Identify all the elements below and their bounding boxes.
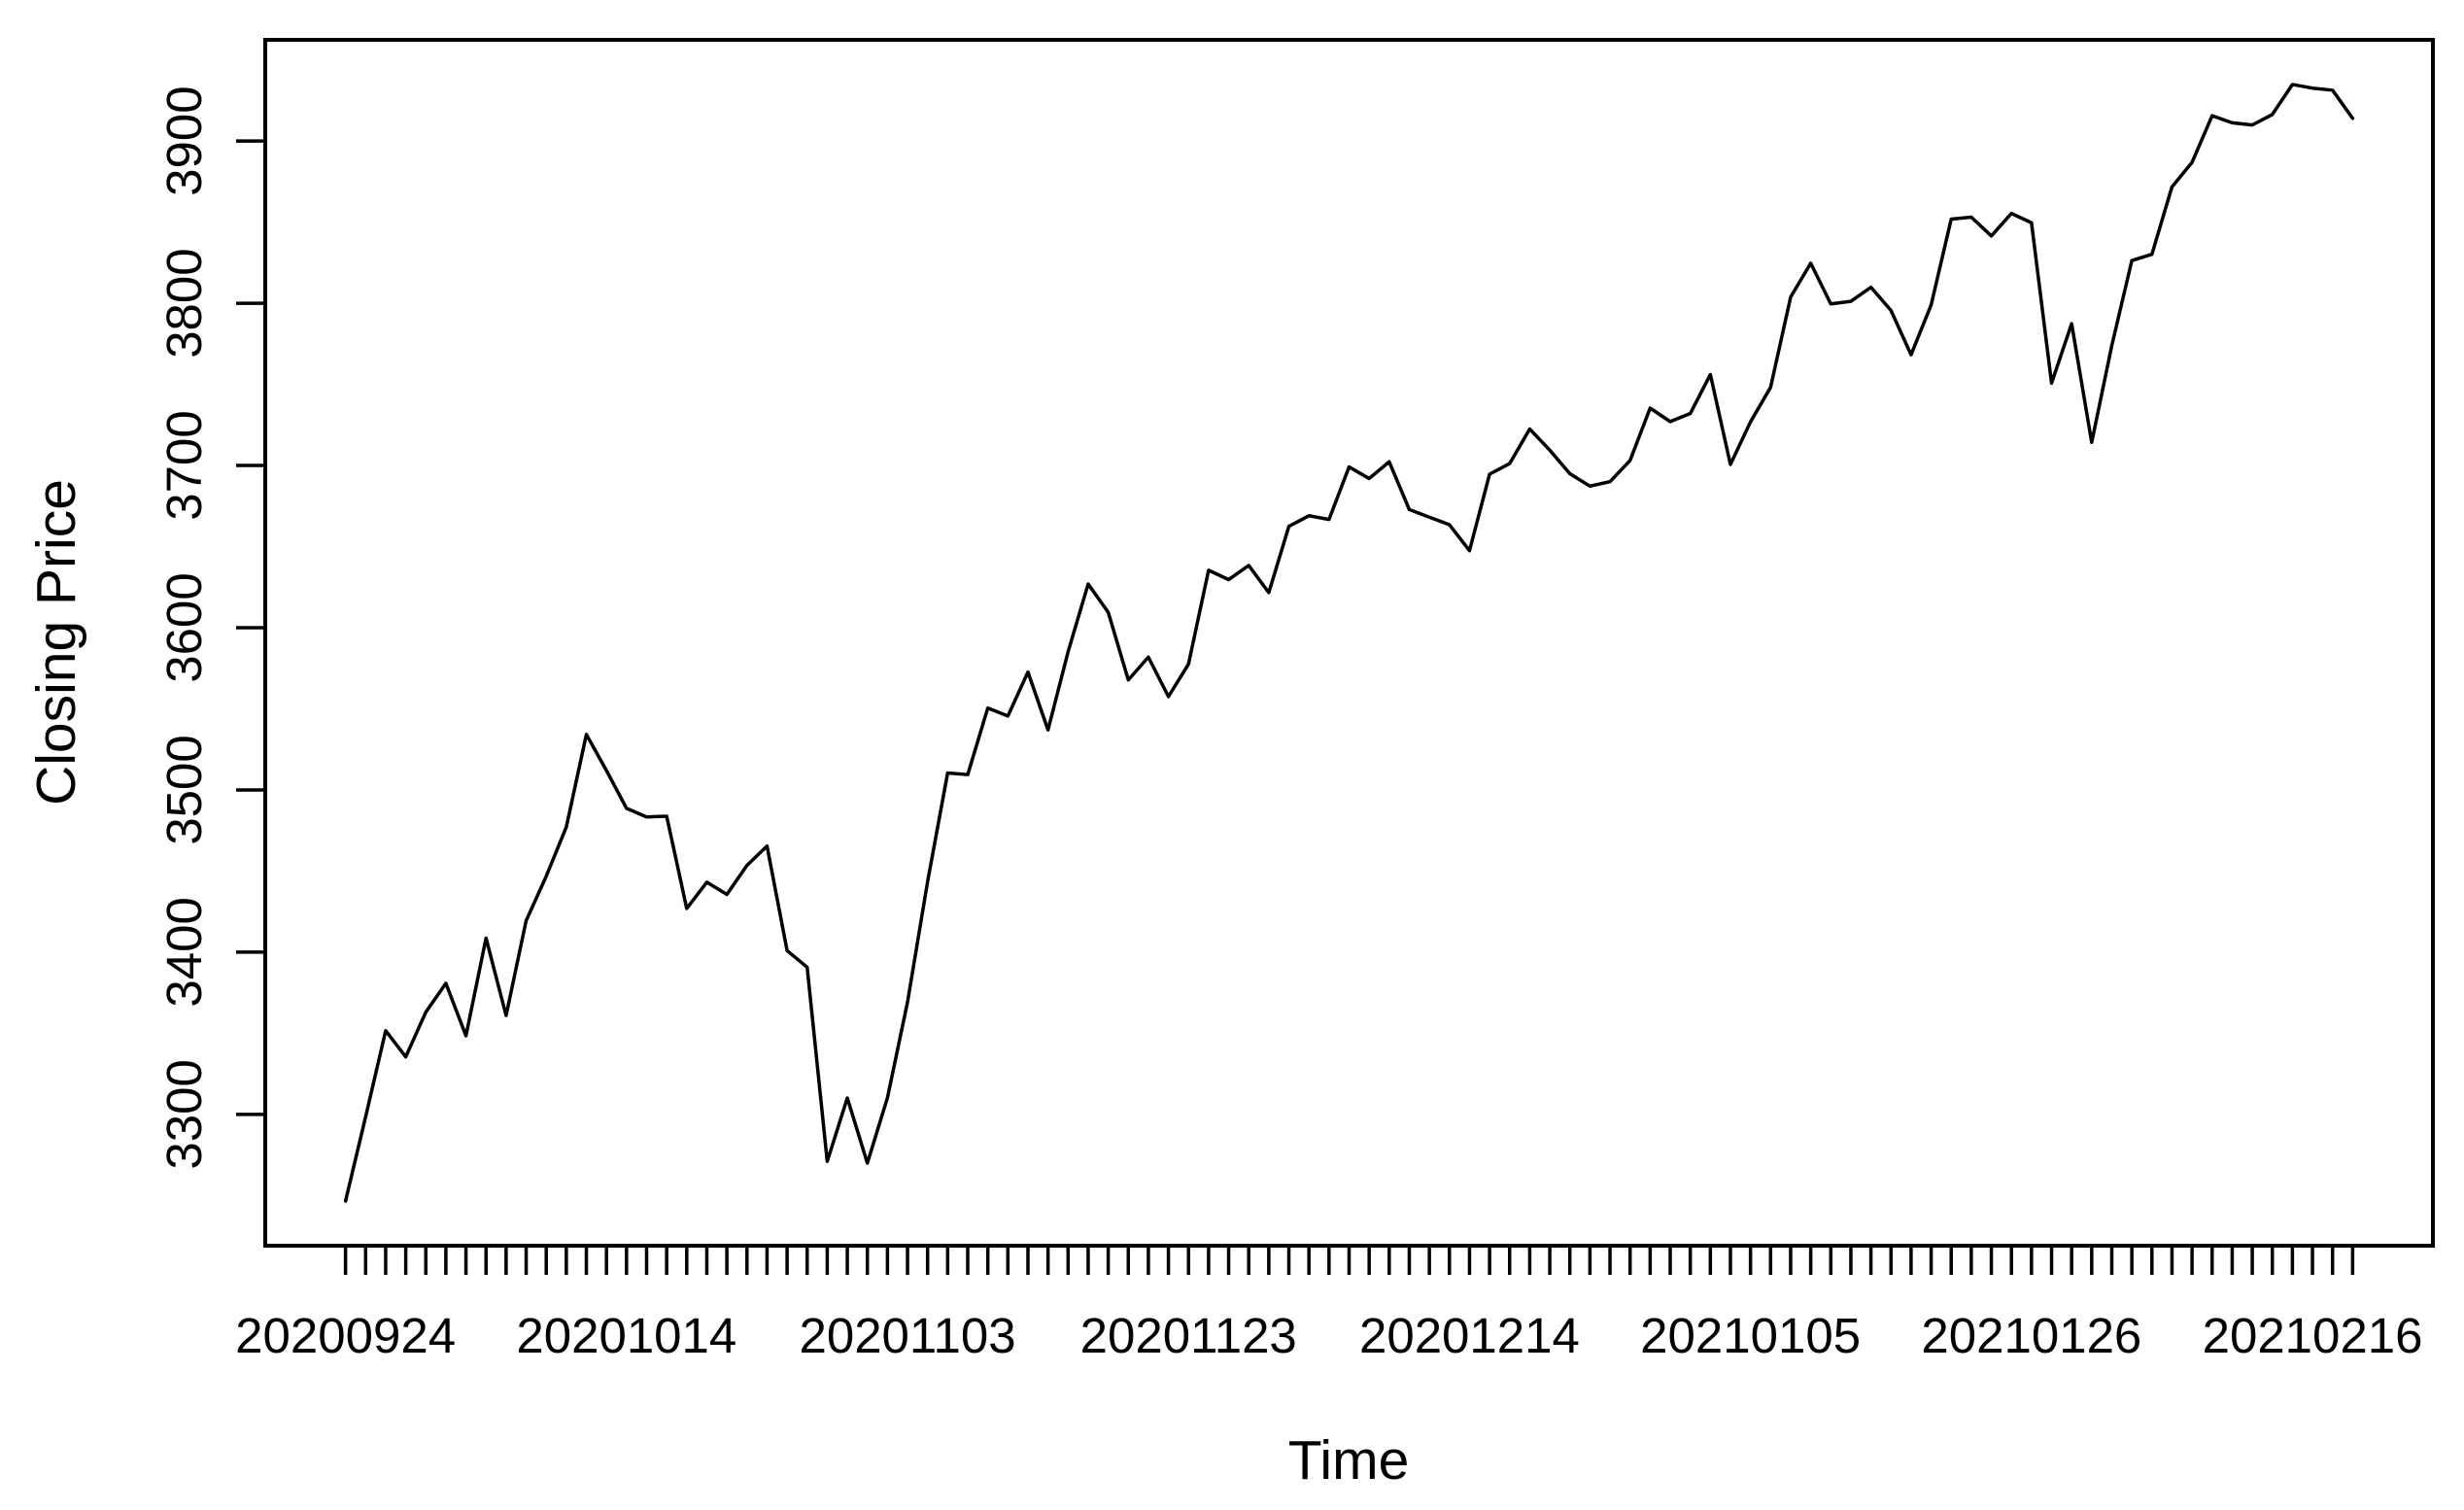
price-series-line xyxy=(343,83,2355,1203)
y-tick-label: 3300 xyxy=(156,1059,212,1169)
y-tick-label: 3400 xyxy=(156,897,212,1007)
y-tick-label: 3600 xyxy=(156,572,212,682)
y-tick-label: 3700 xyxy=(156,410,212,520)
y-axis-title: Closing Price xyxy=(25,479,87,806)
x-tick-label: 20210126 xyxy=(1921,1308,2141,1363)
chart-generated-content: 20200924 20201014 20201103 20201123 20201214… xyxy=(156,38,2435,1363)
y-tick-label: 3500 xyxy=(156,735,212,844)
x-tick-label: 20201014 xyxy=(516,1308,736,1363)
x-tick-label: 20210216 xyxy=(2203,1308,2423,1363)
y-tick-label: 3800 xyxy=(156,248,212,358)
x-tick-label: 20200924 xyxy=(235,1308,456,1363)
x-tick-label: 20201103 xyxy=(799,1308,1015,1363)
x-tick-label: 20201214 xyxy=(1359,1308,1580,1363)
x-axis-title: Time xyxy=(1288,1429,1410,1492)
x-tick-label: 20201123 xyxy=(1080,1308,1297,1363)
x-tick-label: 20210105 xyxy=(1640,1308,1861,1363)
plot-box xyxy=(263,38,2435,1248)
y-tick-label: 3900 xyxy=(156,86,212,195)
